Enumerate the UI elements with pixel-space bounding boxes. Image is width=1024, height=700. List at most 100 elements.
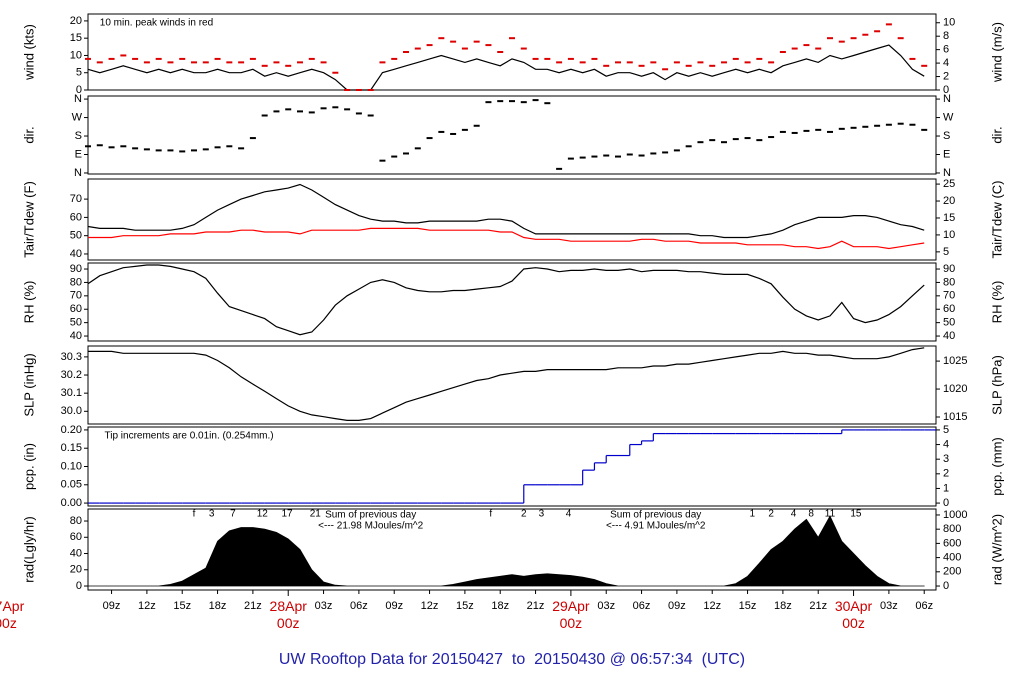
data-line [88, 227, 925, 250]
hour-marker: 15 [850, 509, 862, 520]
data-line [87, 44, 925, 91]
y-tick-label: S [75, 130, 82, 142]
x-tick-label: 15z [173, 600, 191, 612]
y2-tick-label: 0 [943, 497, 949, 509]
y2-axis-label: rad (W/m^2) [989, 514, 1004, 585]
y-axis-label: wind (kts) [21, 24, 36, 81]
y-tick-label: 60 [70, 211, 82, 223]
x-tick-label: 12z [703, 600, 721, 612]
y-tick-label: 0 [76, 84, 82, 96]
y-axis-label: pcp. (in) [21, 443, 36, 490]
y2-tick-label: N [943, 167, 951, 179]
hour-marker: 4 [566, 509, 572, 520]
y-tick-label: 40 [70, 547, 82, 559]
y-axis-label: RH (%) [21, 281, 36, 324]
y2-tick-label: 60 [943, 303, 955, 315]
day-label: 29Apr 00z [552, 598, 590, 631]
data-line [87, 183, 925, 239]
hour-marker: 7 [230, 509, 236, 520]
hour-marker: 3 [539, 509, 545, 520]
x-tick-label: 03z [597, 600, 615, 612]
y-tick-label: 40 [70, 330, 82, 342]
y-tick-label: 30.1 [61, 387, 82, 399]
panel-note: Tip increments are 0.01in. (0.254mm.) [104, 431, 273, 442]
x-tick-label: 06z [633, 600, 651, 612]
y-tick-label: E [75, 148, 82, 160]
y-axis-label: rad(Lgly/hr) [21, 516, 36, 582]
y-axis-label: Tair/Tdew (F) [21, 181, 36, 258]
hour-marker: f [193, 509, 196, 520]
x-tick-label: 09z [668, 600, 686, 612]
x-tick-label: 12z [421, 600, 439, 612]
y2-axis-label: wind (m/s) [989, 22, 1004, 83]
y2-tick-label: S [943, 130, 950, 142]
y2-tick-label: E [943, 148, 950, 160]
y2-tick-label: 400 [943, 552, 961, 564]
sum-note: <--- 21.98 MJoules/m^2 [318, 521, 423, 532]
day-label: 30Apr 00z [834, 598, 873, 631]
hour-marker: 2 [768, 509, 774, 520]
y2-tick-label: W [943, 111, 954, 123]
y-tick-label: 60 [70, 531, 82, 543]
x-tick-label: 21z [527, 600, 545, 612]
y2-axis-label: pcp. (mm) [989, 437, 1004, 496]
data-line [87, 264, 925, 336]
x-tick-label: 15z [739, 600, 757, 612]
y2-tick-label: 6 [943, 44, 949, 56]
y-tick-label: 70 [70, 193, 82, 205]
panel-frame [87, 262, 937, 342]
y2-tick-label: 4 [943, 57, 949, 69]
panel-frame [87, 426, 937, 507]
y2-tick-label: 800 [943, 523, 961, 535]
x-tick-label: 03z [315, 600, 333, 612]
hour-marker: 17 [281, 509, 293, 520]
y2-tick-label: 1 [943, 482, 949, 494]
y2-tick-label: 1000 [943, 509, 967, 521]
y2-tick-label: 0 [943, 84, 949, 96]
hour-marker: f [489, 509, 492, 520]
y2-tick-label: 70 [943, 290, 955, 302]
hour-marker: 1 [749, 509, 755, 520]
x-tick-label: 06z [915, 600, 933, 612]
y-tick-label: 15 [70, 32, 82, 44]
y-axis-label: SLP (inHg) [21, 353, 36, 416]
x-tick-label: 12z [138, 600, 156, 612]
y2-tick-label: 1025 [943, 355, 967, 367]
y-tick-label: 30.2 [61, 369, 82, 381]
hour-marker: 21 [310, 509, 322, 520]
y-tick-label: 20 [70, 564, 82, 576]
y2-tick-label: 40 [943, 330, 955, 342]
y2-tick-label: 1015 [943, 411, 967, 423]
sum-note: Sum of previous day [325, 510, 416, 521]
hour-marker: 8 [808, 509, 814, 520]
panel-frame [87, 345, 937, 425]
x-tick-label: 06z [350, 600, 368, 612]
day-label: 28Apr 00z [269, 598, 307, 631]
y2-tick-label: 600 [943, 537, 961, 549]
chart-title: UW Rooftop Data for 20150427 to 20150430… [279, 651, 745, 668]
y-tick-label: 0.10 [61, 460, 82, 472]
y2-tick-label: 80 [943, 276, 955, 288]
y2-tick-label: 200 [943, 566, 961, 578]
sum-note: <--- 4.91 MJoules/m^2 [606, 521, 706, 532]
y-tick-label: 60 [70, 303, 82, 315]
y-tick-label: 10 [70, 49, 82, 61]
x-tick-label: 18z [491, 600, 509, 612]
y-tick-label: 5 [76, 67, 82, 79]
x-tick-label: 03z [880, 600, 898, 612]
y-tick-label: 20 [70, 15, 82, 27]
hour-marker: 12 [257, 509, 269, 520]
y2-tick-label: 1020 [943, 383, 967, 395]
y-tick-label: 0.20 [61, 424, 82, 436]
y-tick-label: N [74, 93, 82, 105]
y2-tick-label: 2 [943, 70, 949, 82]
y2-tick-label: 8 [943, 30, 949, 42]
y2-axis-label: SLP (hPa) [989, 355, 1004, 415]
x-tick-label: 09z [103, 600, 121, 612]
y-tick-label: 30.3 [61, 351, 82, 363]
hour-marker: 2 [521, 509, 527, 520]
panel-frame [87, 178, 937, 261]
y-tick-label: 0 [76, 580, 82, 592]
